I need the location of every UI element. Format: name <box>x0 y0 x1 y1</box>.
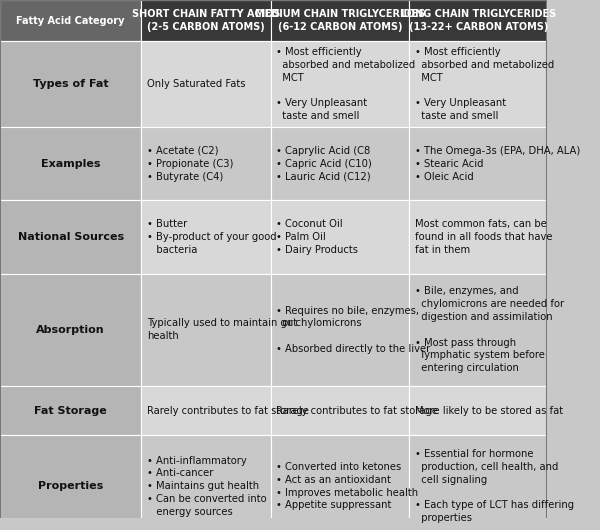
Text: Absorption: Absorption <box>37 325 105 335</box>
Text: Fat Storage: Fat Storage <box>34 405 107 416</box>
Bar <box>0 386 142 435</box>
Bar <box>271 200 409 273</box>
Text: Typically used to maintain gut
health: Typically used to maintain gut health <box>147 319 297 341</box>
Text: • Caprylic Acid (C8
• Capric Acid (C10)
• Lauric Acid (C12): • Caprylic Acid (C8 • Capric Acid (C10) … <box>276 146 372 181</box>
Text: • Requires no bile, enzymes,
  or chylomicrons

• Absorbed directly to the liver: • Requires no bile, enzymes, or chylomic… <box>276 306 431 354</box>
Bar <box>0 0 142 41</box>
Text: • Coconut Oil
• Palm Oil
• Dairy Products: • Coconut Oil • Palm Oil • Dairy Product… <box>276 219 358 255</box>
Bar <box>0 127 142 200</box>
Bar <box>142 386 271 435</box>
Text: MEDIUM CHAIN TRIGLYCERIDES
(6-12 CARBON ATOMS): MEDIUM CHAIN TRIGLYCERIDES (6-12 CARBON … <box>255 10 425 32</box>
Bar <box>271 0 409 41</box>
Text: • Acetate (C2)
• Propionate (C3)
• Butyrate (C4): • Acetate (C2) • Propionate (C3) • Butyr… <box>147 146 233 181</box>
Bar <box>271 41 409 127</box>
Bar <box>409 41 547 127</box>
Text: • The Omega-3s (EPA, DHA, ALA)
• Stearic Acid
• Oleic Acid: • The Omega-3s (EPA, DHA, ALA) • Stearic… <box>415 146 580 181</box>
Bar <box>409 273 547 386</box>
Bar <box>409 127 547 200</box>
Text: SHORT CHAIN FATTY ACIDS
(2-5 CARBON ATOMS): SHORT CHAIN FATTY ACIDS (2-5 CARBON ATOM… <box>132 10 280 32</box>
Text: • Butter
• By-product of your good
   bacteria: • Butter • By-product of your good bacte… <box>147 219 277 255</box>
Text: National Sources: National Sources <box>17 232 124 242</box>
Text: Only Saturated Fats: Only Saturated Fats <box>147 79 245 89</box>
Text: Types of Fat: Types of Fat <box>33 79 109 89</box>
Bar <box>0 435 142 530</box>
Text: Most common fats, can be
found in all foods that have
fat in them: Most common fats, can be found in all fo… <box>415 219 553 255</box>
Bar <box>271 273 409 386</box>
Text: • Most efficiently
  absorbed and metabolized
  MCT

• Very Unpleasant
  taste a: • Most efficiently absorbed and metaboli… <box>276 47 416 121</box>
Bar <box>142 273 271 386</box>
Bar <box>409 386 547 435</box>
Text: Fatty Acid Category: Fatty Acid Category <box>16 15 125 25</box>
Bar <box>409 435 547 530</box>
Text: Examples: Examples <box>41 158 100 169</box>
Bar <box>142 41 271 127</box>
Text: • Bile, enzymes, and
  chylomicrons are needed for
  digestion and assimilation
: • Bile, enzymes, and chylomicrons are ne… <box>415 287 564 373</box>
Text: More likely to be stored as fat: More likely to be stored as fat <box>415 405 563 416</box>
Bar <box>271 435 409 530</box>
Text: • Anti-inflammatory
• Anti-cancer
• Maintains gut health
• Can be converted into: • Anti-inflammatory • Anti-cancer • Main… <box>147 456 266 517</box>
Bar <box>142 200 271 273</box>
Bar <box>142 127 271 200</box>
Bar <box>142 0 271 41</box>
Text: • Converted into ketones
• Act as an antioxidant
• Improves metabolic health
• A: • Converted into ketones • Act as an ant… <box>276 462 418 510</box>
Bar <box>271 386 409 435</box>
Bar <box>142 435 271 530</box>
Text: Rarely contributes to fat storage: Rarely contributes to fat storage <box>147 405 309 416</box>
Bar <box>0 200 142 273</box>
Text: Properties: Properties <box>38 481 103 491</box>
Bar <box>271 127 409 200</box>
Text: Rarely contributes to fat storage: Rarely contributes to fat storage <box>276 405 438 416</box>
Bar <box>0 41 142 127</box>
Text: • Most efficiently
  absorbed and metabolized
  MCT

• Very Unpleasant
  taste a: • Most efficiently absorbed and metaboli… <box>415 47 554 121</box>
Bar <box>409 0 547 41</box>
Text: LONG CHAIN TRIGLYCERIDES
(13-22+ CARBON ATOMS): LONG CHAIN TRIGLYCERIDES (13-22+ CARBON … <box>401 10 556 32</box>
Bar <box>409 200 547 273</box>
Bar <box>0 273 142 386</box>
Text: • Essential for hormone
  production, cell health, and
  cell signaling

• Each : • Essential for hormone production, cell… <box>415 449 574 523</box>
